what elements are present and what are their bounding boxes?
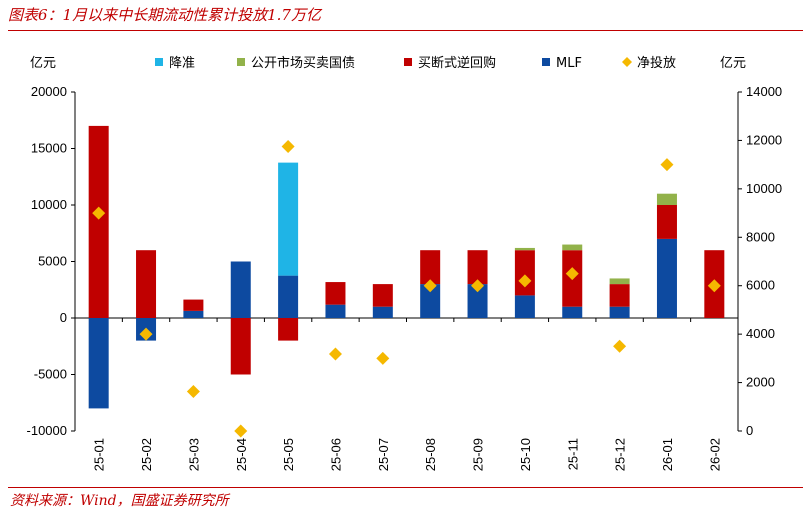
legend-marker	[155, 58, 163, 66]
net-injection-point	[565, 267, 579, 281]
x-tick-label: 25-01	[92, 438, 107, 471]
bar	[656, 238, 677, 318]
bar	[562, 244, 583, 251]
left-tick-label: 15000	[31, 141, 67, 156]
net-injection-layer	[92, 139, 721, 438]
left-tick-label: 20000	[31, 84, 67, 99]
bar	[372, 284, 393, 307]
right-axis-unit: 亿元	[720, 56, 746, 71]
bar	[278, 318, 299, 341]
bar	[467, 284, 488, 318]
net-injection-point	[423, 279, 437, 293]
right-tick-label: 4000	[746, 326, 775, 341]
source-rule	[8, 487, 803, 488]
right-tick-label: 10000	[746, 181, 782, 196]
x-tick-label: 25-12	[613, 438, 628, 471]
bar	[325, 282, 346, 305]
x-tick-label: 25-06	[328, 438, 343, 471]
legend-label: 净投放	[637, 55, 676, 71]
axes-layer	[71, 91, 742, 432]
bar	[656, 205, 677, 239]
x-tick-label: 25-10	[518, 438, 533, 471]
right-tick-label: 12000	[746, 132, 782, 147]
legend-marker	[542, 58, 550, 66]
legend-marker	[404, 58, 412, 66]
bar	[88, 318, 109, 409]
right-tick-label: 6000	[746, 278, 775, 293]
x-tick-label: 26-02	[707, 438, 722, 471]
bar	[183, 310, 204, 318]
net-injection-point	[471, 279, 485, 293]
bar	[136, 250, 157, 318]
x-tick-label: 25-05	[281, 438, 296, 471]
x-tick-label: 25-02	[139, 438, 154, 471]
right-tick-label: 0	[746, 423, 753, 438]
bar	[514, 295, 535, 318]
legend-marker	[622, 57, 632, 67]
net-injection-point	[707, 279, 721, 293]
bar	[514, 247, 535, 251]
bar	[325, 304, 346, 318]
bar	[609, 278, 630, 285]
bar	[609, 284, 630, 307]
bar	[278, 162, 299, 276]
page-title: 图表6：1月以来中长期流动性累计投放1.7万亿	[8, 6, 321, 24]
net-injection-point	[518, 274, 532, 288]
net-injection-point	[234, 424, 248, 438]
right-tick-label: 8000	[746, 229, 775, 244]
bar	[88, 125, 109, 319]
bar	[656, 193, 677, 205]
net-injection-point	[281, 139, 295, 153]
x-tick-label: 25-08	[423, 438, 438, 471]
x-tick-label: 26-01	[660, 438, 675, 471]
net-injection-point	[328, 347, 342, 361]
bar	[420, 284, 441, 318]
bar	[230, 318, 251, 375]
net-injection-point	[376, 351, 390, 365]
left-tick-label: 0	[60, 310, 67, 325]
title-rule	[8, 30, 803, 31]
net-injection-point	[139, 327, 153, 341]
bar	[372, 306, 393, 318]
left-tick-label: 10000	[31, 197, 67, 212]
legend-marker	[237, 58, 245, 66]
x-tick-label: 25-03	[186, 438, 201, 471]
bar	[183, 299, 204, 311]
bar	[562, 306, 583, 318]
legend-label: 公开市场买卖国债	[251, 55, 355, 71]
x-tick-label: 25-07	[376, 438, 391, 471]
legend-label: 买断式逆回购	[418, 55, 496, 71]
bar	[514, 250, 535, 296]
bars-layer	[88, 125, 725, 409]
x-tick-label: 25-11	[565, 438, 580, 470]
chart: -10000 -5000 0 5000 10000 15000 20000 0 2000 4000…	[27, 55, 783, 471]
bar	[278, 275, 299, 318]
left-tick-label: -10000	[27, 423, 67, 438]
left-axis-unit: 亿元	[30, 56, 56, 71]
right-tick-label: 2000	[746, 375, 775, 390]
net-injection-point	[92, 206, 106, 220]
legend-label: 降准	[169, 56, 195, 71]
bar	[230, 261, 251, 318]
net-injection-point	[186, 385, 200, 399]
left-tick-label: -5000	[34, 367, 67, 382]
x-tick-label: 25-04	[234, 438, 249, 471]
bar	[467, 250, 488, 285]
net-injection-point	[660, 158, 674, 172]
legend: 降准 公开市场买卖国债 买断式逆回购 MLF 净投放	[155, 55, 676, 71]
left-tick-label: 5000	[38, 254, 67, 269]
right-tick-label: 14000	[746, 84, 782, 99]
bar	[420, 250, 441, 285]
labels-layer: -10000 -5000 0 5000 10000 15000 20000 0 2000 4000…	[27, 84, 783, 471]
bar	[609, 306, 630, 318]
legend-label: MLF	[556, 56, 582, 71]
net-injection-point	[613, 339, 627, 353]
source-note: 资料来源：Wind，国盛证券研究所	[10, 493, 229, 509]
x-tick-label: 25-09	[471, 438, 486, 471]
